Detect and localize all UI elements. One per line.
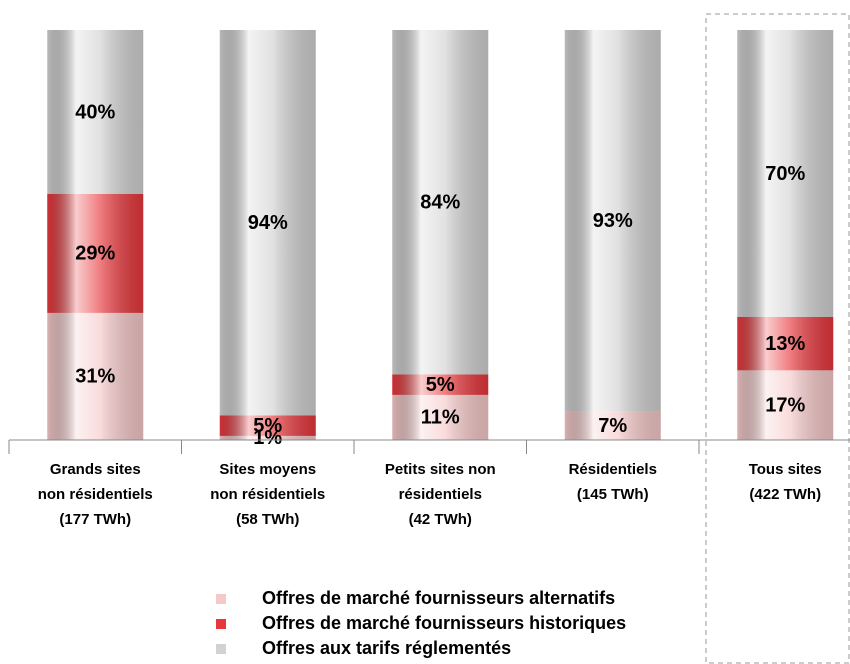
value-label: 94% — [248, 212, 288, 234]
value-label: 5% — [426, 374, 455, 396]
value-label: 40% — [75, 101, 115, 123]
x-tick-label: non résidentiels — [210, 486, 325, 503]
x-tick-label: Petits sites non — [385, 461, 496, 478]
x-tick-label: Tous sites — [749, 461, 822, 478]
legend-label: Offres aux tarifs réglementés — [262, 638, 511, 658]
x-tick-label: Grands sites — [50, 461, 141, 478]
x-tick-label: (42 TWh) — [409, 511, 472, 528]
x-tick-label: Sites moyens — [219, 461, 316, 478]
value-label: 29% — [75, 243, 115, 265]
legend-swatch — [216, 594, 226, 604]
x-tick-label: Résidentiels — [569, 461, 657, 478]
x-tick-label: (422 TWh) — [749, 486, 821, 503]
x-tick-label: non résidentiels — [38, 486, 153, 503]
x-tick-label: (145 TWh) — [577, 486, 649, 503]
legend-label: Offres de marché fournisseurs historique… — [262, 613, 626, 633]
value-label: 11% — [421, 407, 460, 429]
legend-swatch — [216, 619, 226, 629]
x-tick-label: (177 TWh) — [59, 511, 131, 528]
value-label: 93% — [593, 210, 633, 232]
value-label: 70% — [765, 163, 805, 185]
value-label: 7% — [598, 415, 627, 437]
x-tick-label: (58 TWh) — [236, 511, 299, 528]
value-label: 5% — [253, 415, 282, 437]
value-label: 13% — [765, 333, 805, 355]
value-label: 84% — [420, 191, 460, 213]
x-tick-label: résidentiels — [399, 486, 482, 503]
value-label: 31% — [75, 366, 115, 388]
legend-swatch — [216, 644, 226, 654]
legend-label: Offres de marché fournisseurs alternatif… — [262, 588, 615, 608]
value-label: 17% — [765, 394, 805, 416]
value-label: 1% — [253, 427, 282, 449]
